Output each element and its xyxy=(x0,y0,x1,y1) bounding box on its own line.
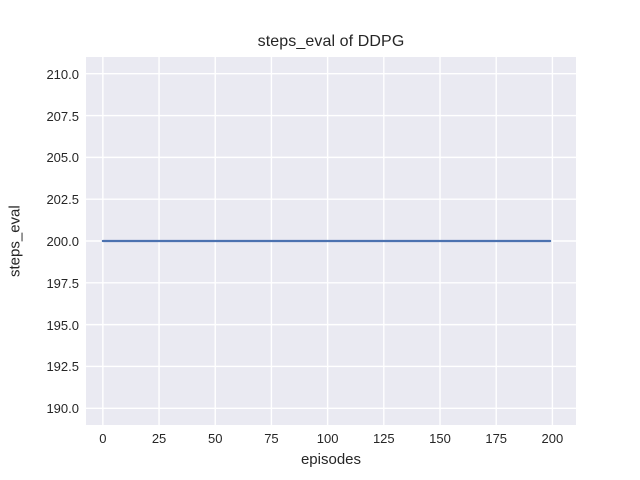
chart-title: steps_eval of DDPG xyxy=(257,33,405,50)
x-tick-label: 125 xyxy=(372,431,395,446)
y-tick-label: 200.0 xyxy=(46,234,79,249)
x-tick-label: 25 xyxy=(151,431,167,446)
y-tick-label: 195.0 xyxy=(46,317,79,333)
y-tick-label: 210.0 xyxy=(46,66,79,82)
x-tick-label: 0 xyxy=(99,431,107,446)
y-tick-label: 192.5 xyxy=(46,359,79,375)
y-tick-label: 202.5 xyxy=(46,192,79,208)
y-tick-label: 205.0 xyxy=(46,150,79,166)
x-tick-label: 200 xyxy=(541,431,564,446)
x-axis-label: episodes xyxy=(300,451,362,468)
plot-area xyxy=(86,57,576,425)
y-tick-label: 197.5 xyxy=(46,275,79,291)
x-tick-label: 100 xyxy=(316,431,339,446)
y-tick-label: 207.5 xyxy=(46,108,79,124)
y-axis-label: steps_eval xyxy=(6,205,24,277)
x-tick-label: 150 xyxy=(429,431,451,446)
x-tick-label: 175 xyxy=(485,431,508,446)
plot-canvas xyxy=(86,57,576,425)
x-tick-label: 50 xyxy=(208,431,223,446)
y-tick-label: 190.0 xyxy=(46,401,79,417)
x-tick-label: 75 xyxy=(264,431,279,446)
